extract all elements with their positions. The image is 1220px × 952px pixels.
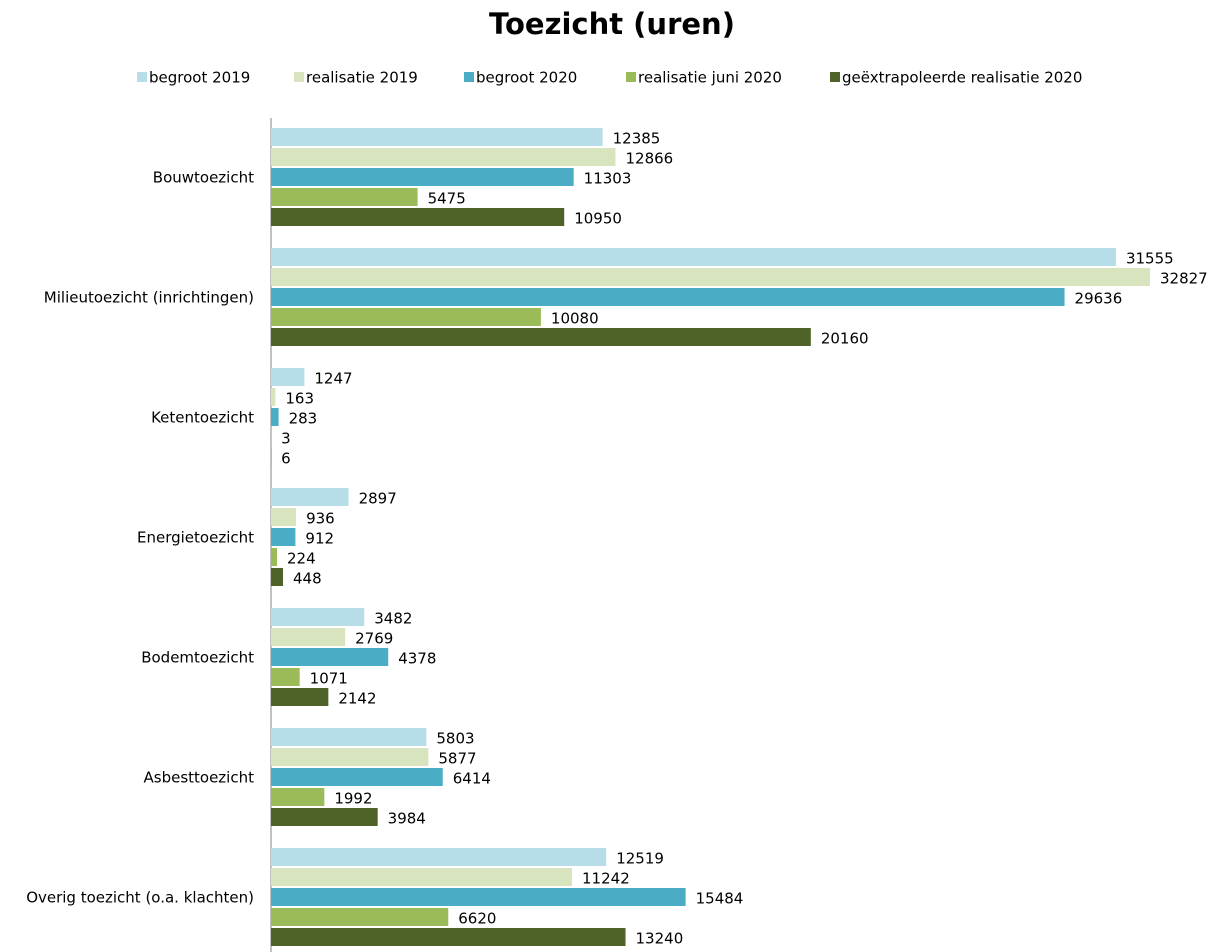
data-label: 2897 xyxy=(359,490,397,508)
bar xyxy=(271,408,279,426)
bar xyxy=(271,568,283,586)
bar xyxy=(271,868,573,886)
bar xyxy=(271,168,574,186)
legend-swatch xyxy=(464,72,474,82)
data-label: 283 xyxy=(289,410,318,428)
data-label: 3482 xyxy=(374,610,412,628)
data-label: 15484 xyxy=(696,890,744,908)
bar xyxy=(271,668,300,686)
data-label: 448 xyxy=(293,570,322,588)
bar xyxy=(271,928,626,946)
data-label: 1992 xyxy=(334,790,372,808)
data-label: 1247 xyxy=(314,370,352,388)
bar xyxy=(271,648,389,666)
data-label: 10950 xyxy=(574,210,622,228)
bar xyxy=(271,628,346,646)
data-label: 6 xyxy=(281,450,291,468)
chart-title: Toezicht (uren) xyxy=(489,7,735,41)
data-label: 31555 xyxy=(1126,250,1174,268)
data-label: 12866 xyxy=(626,150,674,168)
bar xyxy=(271,208,565,226)
legend-label: realisatie juni 2020 xyxy=(638,69,782,87)
bar xyxy=(271,908,449,926)
data-label: 1071 xyxy=(310,670,348,688)
legend-swatch xyxy=(137,72,147,82)
legend-swatch xyxy=(830,72,840,82)
data-label: 5803 xyxy=(436,730,474,748)
data-label: 12385 xyxy=(613,130,661,148)
bar xyxy=(271,488,349,506)
category-label: Energietoezicht xyxy=(137,529,254,547)
bar xyxy=(271,888,686,906)
data-label: 936 xyxy=(306,510,335,528)
bar xyxy=(271,528,296,546)
data-label: 4378 xyxy=(398,650,436,668)
legend-swatch xyxy=(294,72,304,82)
category-label: Asbesttoezicht xyxy=(144,769,255,787)
bar xyxy=(271,268,1150,286)
data-label: 20160 xyxy=(821,330,869,348)
data-label: 11242 xyxy=(582,870,630,888)
data-label: 5475 xyxy=(428,190,466,208)
data-label: 6620 xyxy=(458,910,496,928)
category-label: Ketentoezicht xyxy=(151,409,254,427)
category-label: Bodemtoezicht xyxy=(141,649,254,667)
bar xyxy=(271,808,378,826)
bar xyxy=(271,768,443,786)
data-label: 3 xyxy=(281,430,291,448)
bar xyxy=(271,328,811,346)
data-label: 5877 xyxy=(438,750,476,768)
bar xyxy=(271,388,276,406)
data-label: 13240 xyxy=(636,930,684,948)
legend-label: geëxtrapoleerde realisatie 2020 xyxy=(842,69,1082,87)
bar xyxy=(271,248,1116,266)
legend-label: realisatie 2019 xyxy=(306,69,418,87)
legend-swatch xyxy=(626,72,636,82)
bar xyxy=(271,308,541,326)
data-label: 11303 xyxy=(584,170,632,188)
bar xyxy=(271,368,305,386)
category-label: Milieutoezicht (inrichtingen) xyxy=(44,289,254,307)
bar xyxy=(271,128,603,146)
data-label: 224 xyxy=(287,550,316,568)
bar xyxy=(271,508,297,526)
data-label: 32827 xyxy=(1160,270,1208,288)
category-label: Bouwtoezicht xyxy=(153,169,254,187)
data-label: 2142 xyxy=(338,690,376,708)
bar xyxy=(271,748,429,766)
legend-label: begroot 2019 xyxy=(149,69,250,87)
data-label: 10080 xyxy=(551,310,599,328)
data-label: 163 xyxy=(285,390,314,408)
bar xyxy=(271,688,329,706)
bar xyxy=(271,548,277,566)
data-label: 12519 xyxy=(616,850,664,868)
bar xyxy=(271,848,607,866)
bar xyxy=(271,608,365,626)
data-label: 912 xyxy=(305,530,334,548)
bar xyxy=(271,728,427,746)
data-label: 2769 xyxy=(355,630,393,648)
data-label: 29636 xyxy=(1075,290,1123,308)
bar xyxy=(271,188,418,206)
category-label: Overig toezicht (o.a. klachten) xyxy=(26,889,254,907)
bar xyxy=(271,148,616,166)
data-label: 6414 xyxy=(453,770,491,788)
bar xyxy=(271,788,325,806)
legend-label: begroot 2020 xyxy=(476,69,577,87)
data-label: 3984 xyxy=(388,810,426,828)
bar xyxy=(271,288,1065,306)
